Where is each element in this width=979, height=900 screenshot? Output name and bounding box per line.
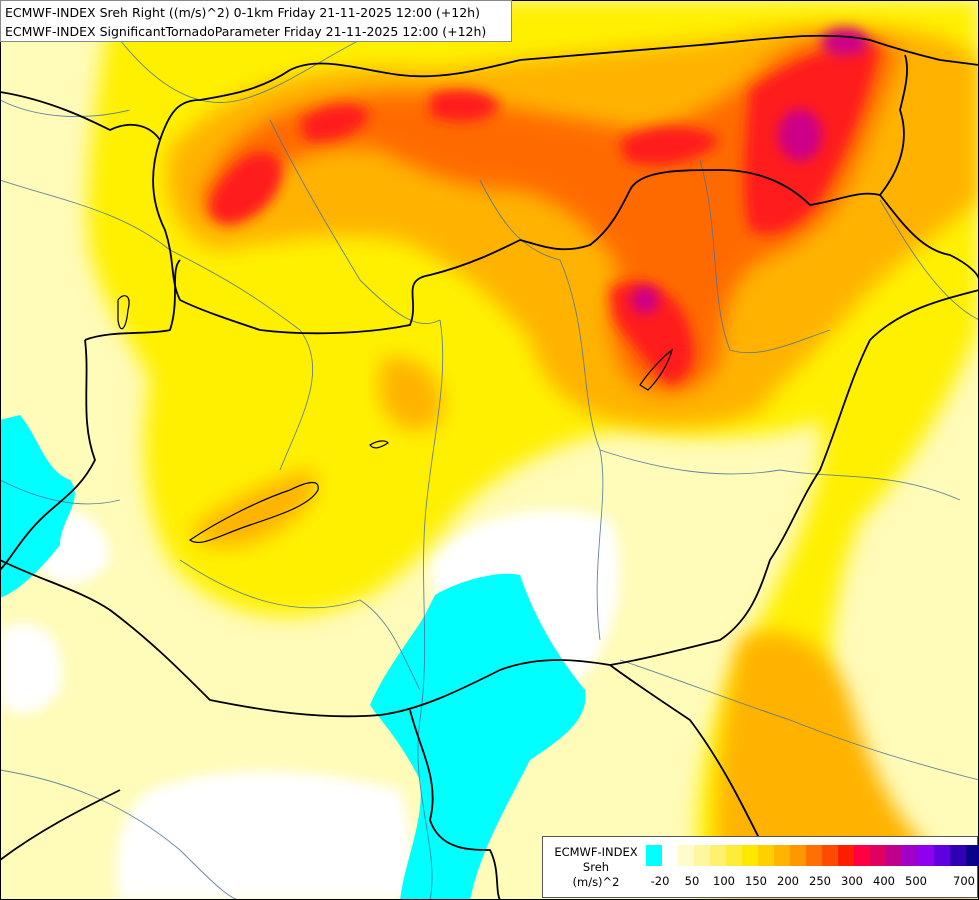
legend-tick-label: 100 <box>713 874 735 888</box>
field-cyan <box>0 415 586 900</box>
legend-swatch <box>950 845 966 866</box>
legend-model: ECMWF-INDEX <box>554 845 638 859</box>
legend-tick-label: 150 <box>745 874 767 888</box>
field-magenta <box>631 28 869 314</box>
title-line-2: ECMWF-INDEX SignificantTornadoParameter … <box>5 24 487 39</box>
color-legend: ECMWF-INDEX Sreh (m/s)^2 -20 50 100 150 200 2… <box>542 836 979 898</box>
legend-swatch <box>806 845 822 866</box>
legend-tick-label: 300 <box>841 874 863 888</box>
legend-swatch <box>646 845 662 866</box>
rivers <box>0 39 979 900</box>
country-borders <box>0 34 979 900</box>
legend-unit: (m/s)^2 <box>572 875 620 889</box>
legend-swatch <box>774 845 790 866</box>
legend-ticks: -20 50 100 150 200 250 300 400 500 700 <box>646 874 976 888</box>
legend-swatch <box>966 845 979 866</box>
legend-swatch <box>758 845 774 866</box>
legend-swatch <box>902 845 918 866</box>
legend-swatch <box>662 845 678 866</box>
title-line-1: ECMWF-INDEX Sreh Right ((m/s)^2) 0-1km F… <box>5 5 480 20</box>
legend-tick-label: 250 <box>809 874 831 888</box>
legend-swatch <box>726 845 742 866</box>
lakes <box>117 295 674 544</box>
legend-swatch <box>710 845 726 866</box>
legend-swatch <box>886 845 902 866</box>
legend-swatch <box>678 845 694 866</box>
legend-swatch <box>838 845 854 866</box>
legend-tick-label: 700 <box>953 874 975 888</box>
legend-swatch <box>742 845 758 866</box>
legend-swatch <box>854 845 870 866</box>
legend-tick-label: 50 <box>684 874 700 888</box>
legend-swatch <box>790 845 806 866</box>
legend-tick-label: -20 <box>650 874 670 888</box>
legend-tick-label: 200 <box>777 874 799 888</box>
legend-swatch <box>918 845 934 866</box>
legend-swatch <box>822 845 838 866</box>
legend-swatch <box>934 845 950 866</box>
field-red-orange <box>200 36 900 394</box>
legend-swatch <box>870 845 886 866</box>
legend-variable: Sreh <box>582 860 610 874</box>
legend-swatches <box>646 845 979 867</box>
legend-title: ECMWF-INDEX Sreh (m/s)^2 <box>547 845 645 890</box>
map-title-box: ECMWF-INDEX Sreh Right ((m/s)^2) 0-1km F… <box>0 0 512 42</box>
legend-tick-label: 500 <box>905 874 927 888</box>
legend-swatch <box>694 845 710 866</box>
legend-tick-label: 400 <box>873 874 895 888</box>
